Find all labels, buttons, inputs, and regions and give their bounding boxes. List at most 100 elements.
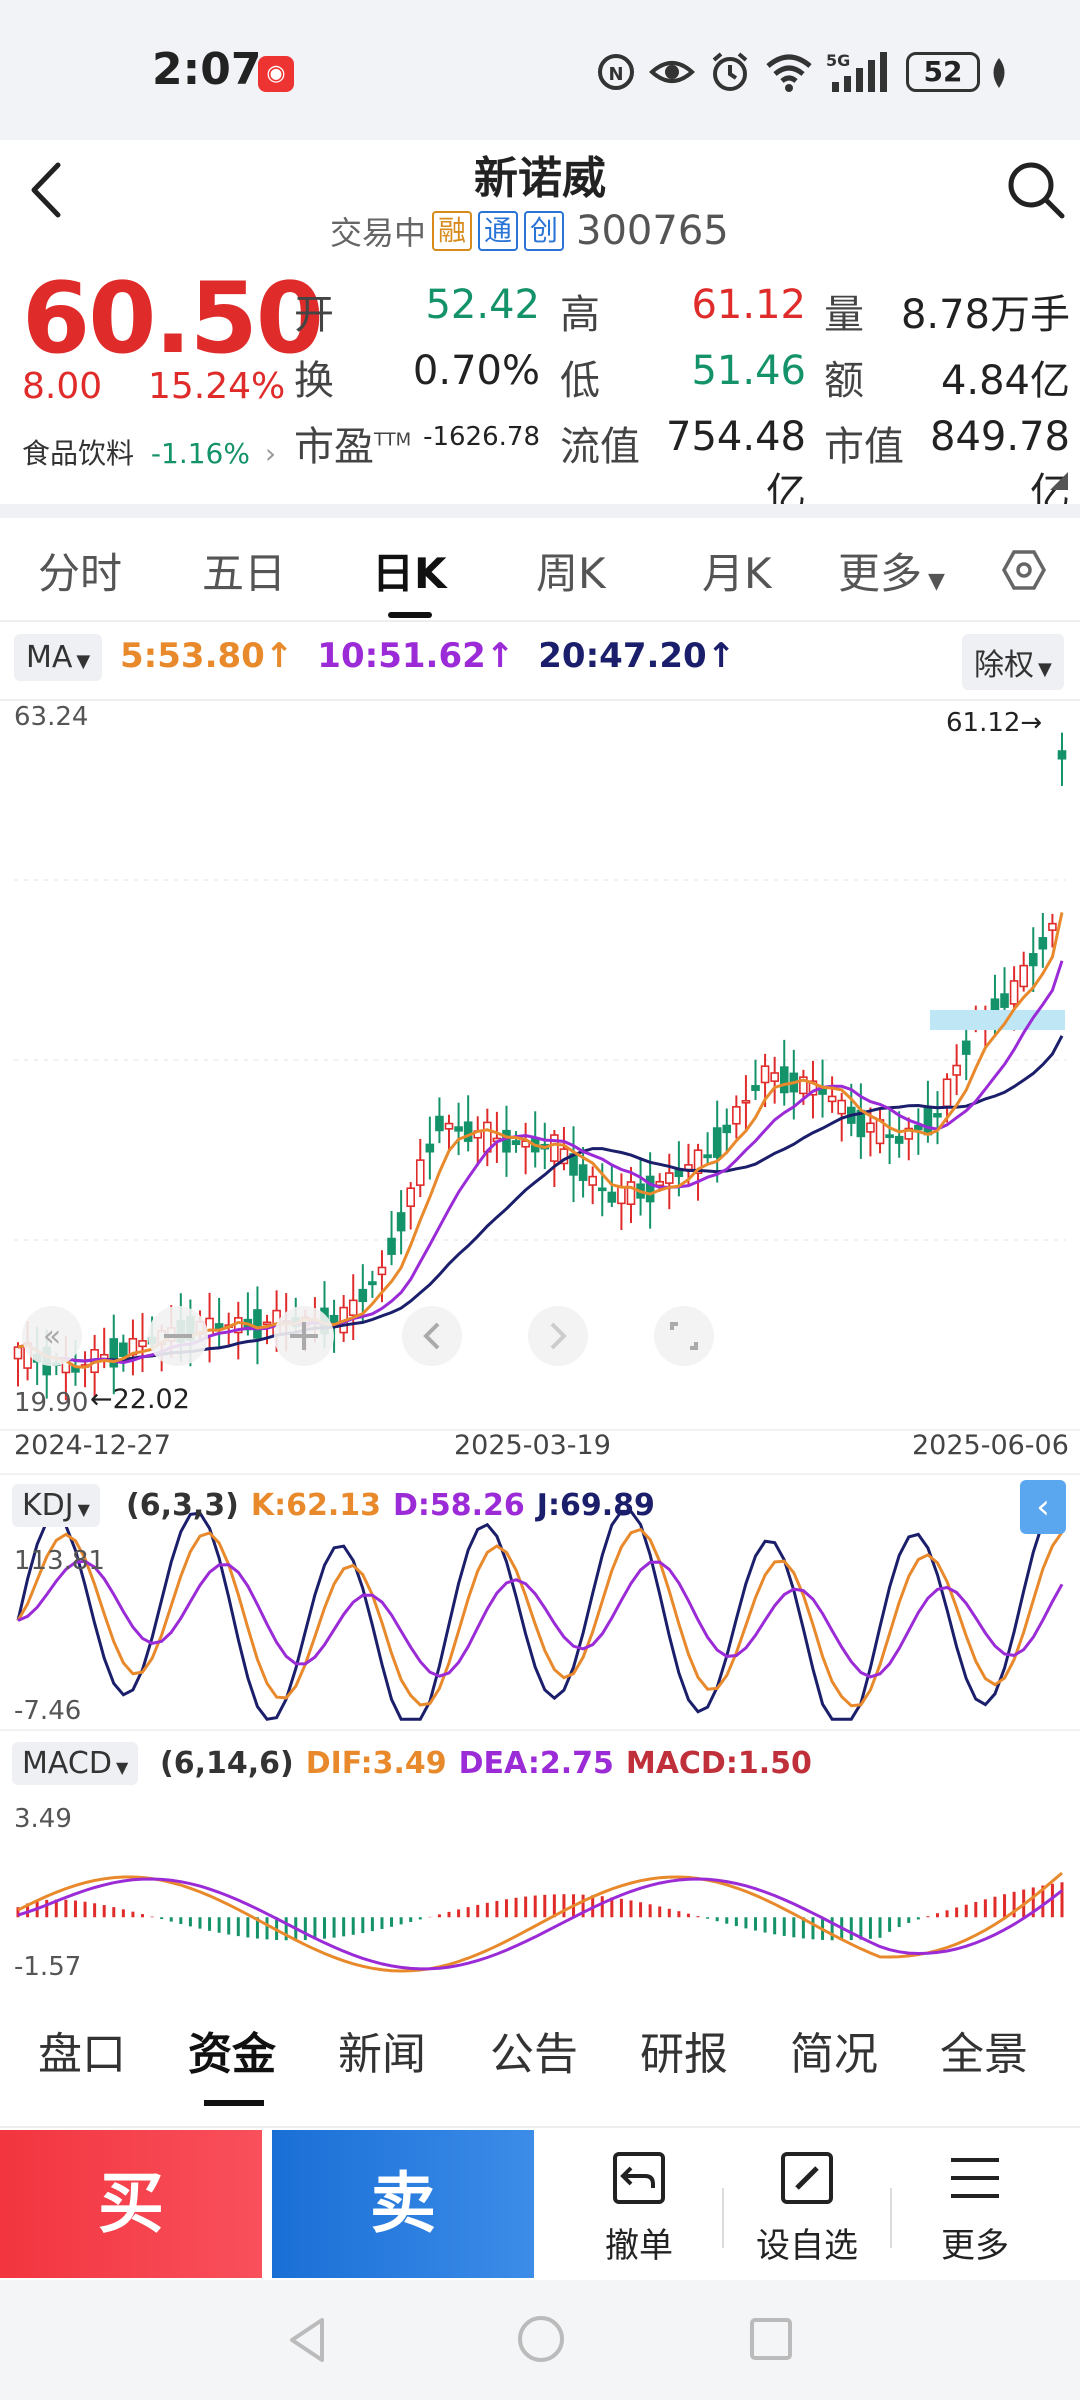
tab-profile[interactable]: 简况 <box>790 2029 878 2080</box>
macd-params: (6,14,6) <box>160 1746 294 1781</box>
high-price-marker: 61.12→ <box>946 708 1043 738</box>
tab-weekly-k[interactable]: 周K <box>536 549 606 598</box>
kdj-d-value: D:58.26 <box>392 1488 525 1523</box>
status-bar <box>0 0 1080 140</box>
chevron-right-icon: › <box>264 437 277 470</box>
high-value: 61.12 <box>691 282 806 328</box>
candle-body <box>837 1099 847 1115</box>
double-left-icon: « <box>43 1319 61 1354</box>
macd-values: (6,14,6) DIF:3.49 DEA:2.75 MACD:1.50 <box>160 1746 812 1781</box>
tab-overview[interactable]: 全景 <box>940 2029 1028 2080</box>
low-value: 51.46 <box>691 348 806 394</box>
nav-back-icon[interactable] <box>284 2314 328 2366</box>
add-watchlist-label: 设自选 <box>756 2226 858 2266</box>
system-nav-bar <box>0 2280 1080 2400</box>
candle-body <box>1057 750 1067 760</box>
undo-icon <box>613 2152 665 2204</box>
open-label: 开 <box>294 292 334 338</box>
candle-body <box>262 1321 272 1326</box>
candle-body <box>253 1309 262 1339</box>
tab-announcements[interactable]: 公告 <box>490 2029 578 2080</box>
candle-body <box>597 1187 607 1192</box>
ma5-value: 5:53.80↑ <box>120 636 294 676</box>
candle-body <box>732 1106 741 1125</box>
cancel-order-button[interactable]: 撤单 <box>564 2148 714 2267</box>
tab-intraday[interactable]: 分时 <box>38 549 123 598</box>
price-change-pct: 15.24% <box>148 366 286 407</box>
candle-body <box>406 1187 415 1207</box>
chart-settings-icon[interactable] <box>1000 546 1048 594</box>
kdj-selector[interactable]: KDJ ▼ <box>12 1484 100 1527</box>
candle-body <box>454 1126 463 1132</box>
ma-selector[interactable]: MA ▼ <box>14 634 103 681</box>
candle-body <box>1028 953 1038 967</box>
candle-body <box>348 1299 358 1317</box>
section-divider <box>0 504 1080 518</box>
stock-status-line: 交易中 融 通 创 300765 <box>330 208 729 254</box>
candle-body <box>866 1122 875 1133</box>
svg-text:5G: 5G <box>826 51 850 70</box>
more-button[interactable]: 更多 <box>900 2148 1050 2267</box>
candle-body <box>712 1127 722 1158</box>
adjust-selector[interactable]: 除权 ▼ <box>962 634 1064 690</box>
tab-five-day[interactable]: 五日 <box>202 549 287 598</box>
candle-body <box>550 1134 559 1162</box>
triangle-down-icon: ▼ <box>77 1500 90 1519</box>
kdj-j-value: J:69.89 <box>536 1488 655 1523</box>
candle-body <box>952 1064 961 1076</box>
kdj-y-top-label: 113.81 <box>14 1546 105 1576</box>
collapse-panel-button[interactable]: ‹ <box>1020 1480 1066 1534</box>
kdj-params: (6,3,3) <box>126 1488 239 1523</box>
candle-body <box>914 1124 923 1131</box>
amount-label: 额 <box>824 358 864 404</box>
tab-research[interactable]: 研报 <box>640 2029 728 2080</box>
date-mid: 2025-03-19 <box>454 1430 611 1461</box>
macd-hist-value: MACD:1.50 <box>625 1746 812 1781</box>
buy-button[interactable]: 买 <box>0 2130 262 2278</box>
pe-ttm-label: TTM <box>374 429 412 451</box>
triangle-down-icon: ▼ <box>76 651 91 672</box>
nav-recents-icon[interactable] <box>748 2316 794 2362</box>
amount-value: 4.84亿 <box>940 358 1070 404</box>
candle-body <box>13 1346 23 1360</box>
candle-body <box>904 1127 914 1140</box>
candle-body <box>1000 993 1009 1008</box>
candle-body <box>799 1076 808 1095</box>
ma10-line <box>17 960 1064 1365</box>
search-icon[interactable] <box>1004 158 1066 220</box>
tab-more[interactable]: 更多 ▼ <box>838 540 945 601</box>
tab-monthly-k[interactable]: 月K <box>702 549 772 598</box>
back-arrow-icon[interactable] <box>22 155 72 225</box>
sell-button[interactable]: 卖 <box>272 2130 534 2278</box>
candle-body <box>502 1129 511 1153</box>
market-cap-value: 849.78亿 <box>930 414 1070 516</box>
nav-home-icon[interactable] <box>516 2314 566 2364</box>
tab-order-book[interactable]: 盘口 <box>38 2029 126 2080</box>
candle-body <box>760 1065 770 1084</box>
candle-body <box>463 1121 473 1142</box>
candle-body <box>770 1072 779 1082</box>
plus-icon <box>290 1322 318 1350</box>
high-label: 高 <box>560 292 600 338</box>
candlestick-series <box>13 732 1067 1401</box>
turnover-label: 换 <box>294 358 334 404</box>
triangle-down-icon: ▼ <box>1038 659 1052 680</box>
separator <box>890 2188 892 2248</box>
sector-link[interactable]: 食品饮料 -1.16% › <box>22 432 276 472</box>
macd-dif-line <box>17 1871 1063 1973</box>
price-change: 8.00 <box>22 366 103 407</box>
expand-corner-icon[interactable] <box>1050 472 1068 490</box>
add-watchlist-button[interactable]: 设自选 <box>732 2148 882 2267</box>
candle-body <box>961 1040 971 1055</box>
tab-news[interactable]: 新闻 <box>338 2029 426 2080</box>
tab-daily-k[interactable]: 日K <box>372 549 447 598</box>
signal-5g-icon: 5G <box>826 51 887 92</box>
candle-body <box>703 1154 712 1159</box>
tab-capital-flow[interactable]: 资金 <box>188 2029 276 2080</box>
low-label: 低 <box>560 358 600 404</box>
float-cap-label: 流值 <box>560 424 640 470</box>
scroll-right-button <box>528 1306 588 1366</box>
chevron-right-icon <box>550 1322 567 1350</box>
chart-area[interactable]: « <box>0 690 1080 1980</box>
macd-selector[interactable]: MACD ▼ <box>12 1742 139 1785</box>
